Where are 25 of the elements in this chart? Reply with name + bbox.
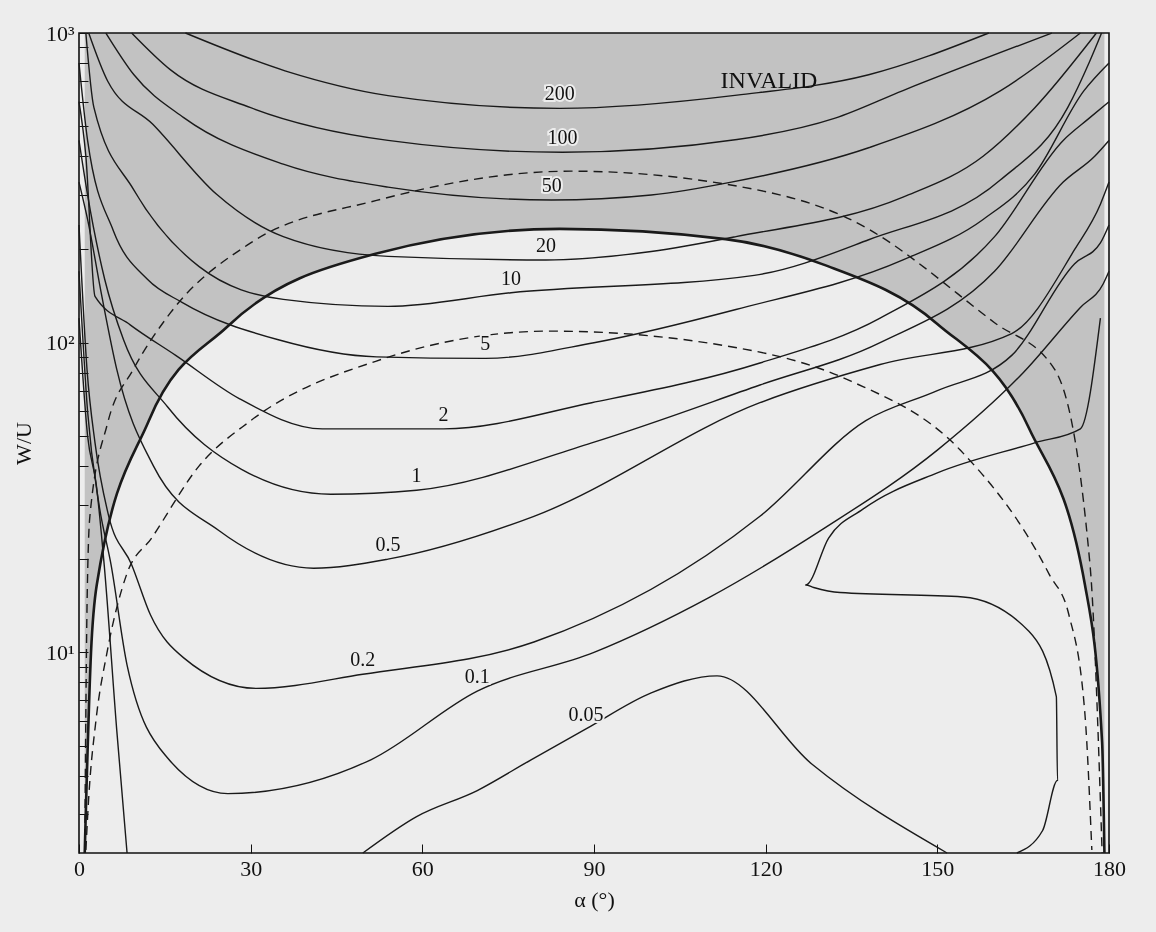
series-label: 0.5 (375, 533, 401, 556)
series-label: 2 (438, 402, 449, 425)
series-label: 200 (544, 82, 575, 105)
series-label: 0.05 (568, 702, 604, 725)
y-tick-label: 10¹ (45, 639, 75, 665)
series-label: 50 (541, 173, 562, 196)
x-tick-label: 90 (583, 855, 606, 881)
series-label: 0.2 (350, 648, 376, 671)
series-label: 100 (547, 126, 578, 149)
x-tick-label: 0 (74, 855, 85, 881)
x-tick-label: 120 (749, 855, 783, 881)
series-label: 1 (411, 464, 422, 487)
x-tick-label: 150 (921, 855, 955, 881)
x-axis-title: α (°) (574, 886, 615, 912)
x-tick-label: 30 (240, 855, 263, 881)
x-tick-label: 60 (411, 855, 434, 881)
y-tick-label: 10³ (45, 20, 75, 46)
y-tick-label: 10² (45, 330, 75, 356)
series-label: 5 (480, 332, 491, 355)
annotation: INVALID (720, 67, 818, 93)
y-axis-title: W/U (10, 422, 36, 465)
x-tick-label: 180 (1093, 855, 1126, 881)
series-label: 10 (501, 266, 522, 289)
series-label: 0.1 (464, 665, 490, 688)
series-label: 20 (535, 233, 556, 256)
